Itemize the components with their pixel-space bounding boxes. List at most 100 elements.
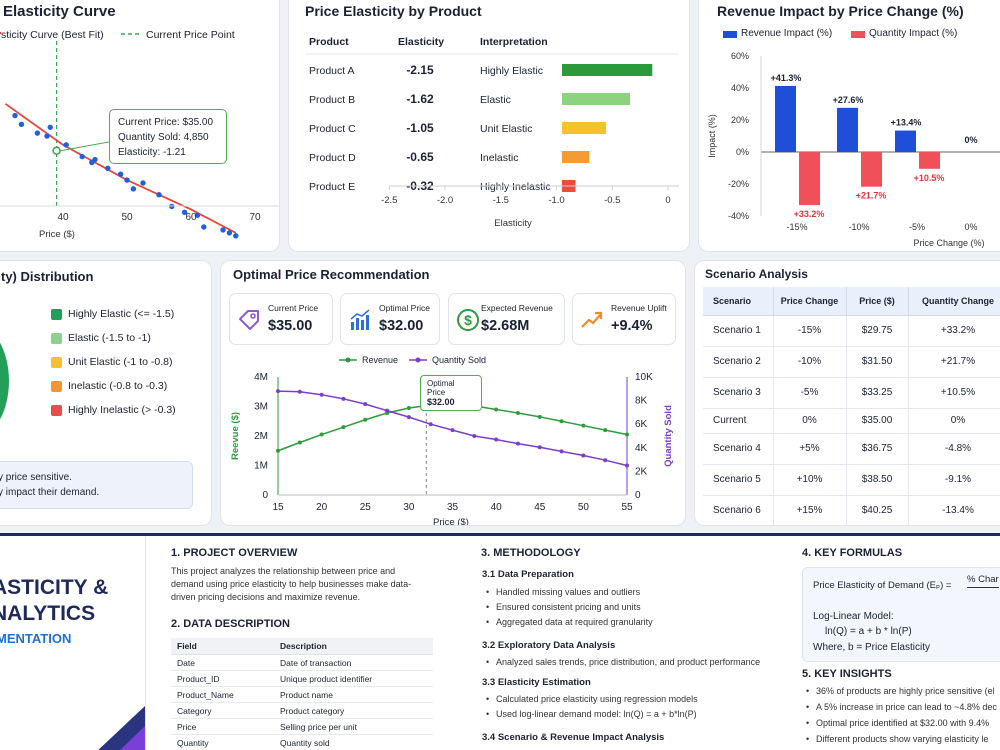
revenue-line	[277, 403, 628, 452]
prep-item: Aggregated data at required granularity	[486, 617, 653, 627]
data-point	[220, 227, 226, 233]
data-cell: Product_ID	[171, 670, 274, 687]
quantity-sold-point	[319, 392, 324, 397]
data-cell: Price	[171, 718, 274, 735]
x-tick-label: 50	[578, 502, 590, 513]
scenario-table: Scenario Price Change Price ($) Quantity Ch…	[703, 287, 1000, 525]
x-tick-label: 55	[621, 502, 633, 513]
data-point	[12, 112, 18, 119]
data-header-cell: Field	[171, 638, 274, 655]
data-point	[47, 124, 53, 130]
data-row: Date Date of transaction	[171, 654, 433, 671]
y-right-tick-label: 0	[635, 490, 641, 501]
insight-note: y price sensitive. y impact their demand…	[0, 461, 193, 509]
data-row: Quantity Quantity sold	[171, 734, 433, 750]
scenario-cell: $36.75	[846, 433, 909, 465]
elasticity-curve-plot: 40 50 60 70 Price ($)	[0, 41, 279, 240]
data-cell: Product name	[274, 686, 433, 703]
tooltip-price: Current Price: $35.00	[118, 117, 214, 128]
legend-quantity-label: Quantity Impact (%)	[869, 28, 958, 39]
data-header-cell: Description	[274, 638, 433, 655]
row-elasticity: -2.15	[406, 63, 434, 77]
revenue-point	[515, 410, 520, 415]
row-elasticity: -0.65	[406, 150, 434, 164]
x-tick-label: 25	[360, 502, 372, 513]
quantity-bar	[861, 152, 882, 187]
annotation-line-1: Optimal	[427, 379, 455, 388]
x-tick-label: 0%	[964, 222, 977, 232]
scenario-cell: -4.8%	[908, 433, 1000, 465]
row-interpretation: Unit Elastic	[480, 123, 533, 135]
elasticity-by-product-chart: Product Elasticity Interpretation Product A…	[305, 36, 679, 229]
scenario-cell: 0%	[908, 408, 1000, 434]
distribution-label: Highly Elastic (<= -1.5)	[68, 308, 175, 320]
revenue-point	[559, 419, 564, 424]
x-tick-label: -0.5	[604, 195, 620, 206]
data-heading: 2. DATA DESCRIPTION	[171, 618, 290, 630]
card-title: Optimal Price Recommendation	[233, 267, 430, 282]
x-tick-label: -15%	[786, 222, 807, 232]
x-tick-label: 70	[249, 212, 261, 223]
data-header-row: Field Description	[171, 638, 433, 655]
revenue-point	[494, 407, 499, 412]
revenue-point	[297, 440, 302, 445]
kpi-value: $32.00	[379, 318, 424, 334]
formula-ped-rhs: % Char	[967, 574, 999, 588]
legend-quantity-label: Quantity Sold	[432, 355, 487, 365]
x-tick-label: 60	[185, 212, 197, 223]
data-cell: Selling price per unit	[274, 718, 433, 735]
scenario-row: Scenario 3 -5% $33.25 +10.5%	[703, 377, 1000, 409]
svg-text:$: $	[464, 312, 472, 328]
quantity-sold-point	[297, 389, 302, 394]
y-right-tick-label: 2K	[635, 466, 648, 477]
revenue-data-label: 0%	[964, 135, 977, 145]
scenario-cell: +10%	[773, 464, 847, 496]
insight-item: Different products show varying elastici…	[806, 734, 988, 744]
revenue-bar	[775, 85, 796, 152]
y-tick-label: 40%	[731, 83, 749, 93]
revenue-point	[537, 414, 542, 419]
x-tick-label: -1.0	[548, 195, 564, 206]
quantity-sold-point	[603, 458, 608, 463]
revenue-point	[603, 428, 608, 433]
methodology-heading: 3. METHODOLOGY	[481, 547, 581, 559]
x-axis-label: Elasticity	[494, 218, 532, 229]
quantity-sold-point	[450, 428, 455, 433]
y-tick-label: -20%	[728, 179, 749, 189]
row-interpretation: Highly Inelastic	[480, 181, 551, 193]
current-point-marker	[52, 146, 61, 155]
distribution-swatch	[51, 357, 62, 368]
insight-item: A 5% increase in price can lead to ~4.8%…	[806, 702, 997, 712]
annotation-line-2: Price	[427, 388, 446, 397]
formulas-heading: 4. KEY FORMULAS	[802, 547, 903, 559]
y-tick-label: 1M	[254, 461, 268, 472]
row-product: Product A	[309, 65, 355, 77]
quantity-sold-point	[385, 408, 390, 413]
revenue-bar	[895, 130, 916, 152]
elasticity-bar	[562, 64, 653, 76]
kpi-card: Current Price $35.00	[229, 293, 333, 345]
quantity-sold-point	[276, 389, 280, 394]
data-point	[18, 121, 25, 128]
insight-item: 36% of products are highly price sensiti…	[806, 686, 995, 696]
elasticity-bar	[562, 151, 590, 163]
distribution-label: Elastic (-1.5 to -1)	[68, 332, 151, 344]
y-right-axis-label: Quantity Sold	[663, 405, 674, 467]
data-point	[34, 130, 41, 136]
y-tick-label: -40%	[728, 211, 749, 221]
card-title: Elasticity Curve	[3, 3, 116, 20]
optimal-price-card: Optimal Price Recommendation Revenue Qua…	[220, 260, 686, 526]
formula-ped: Price Elasticity of Demand (Eₚ) =	[813, 580, 952, 591]
distribution-swatch	[51, 333, 62, 344]
scenario-cell: Scenario 5	[703, 464, 774, 496]
distribution-swatch	[51, 309, 62, 320]
note-line-1: y price sensitive.	[0, 472, 72, 483]
kpi-label: Revenue Uplift	[611, 303, 667, 313]
corner-decoration	[98, 706, 145, 750]
formula-where: Where, b = Price Elasticity	[813, 642, 930, 653]
revenue-impact-card: Revenue Impact by Price Change (%) Reven…	[698, 0, 1000, 252]
kpi-value: +9.4%	[611, 318, 653, 334]
overview-heading: 1. PROJECT OVERVIEW	[171, 547, 298, 559]
data-cell: Product category	[274, 702, 433, 719]
quantity-sold-point	[472, 434, 477, 438]
